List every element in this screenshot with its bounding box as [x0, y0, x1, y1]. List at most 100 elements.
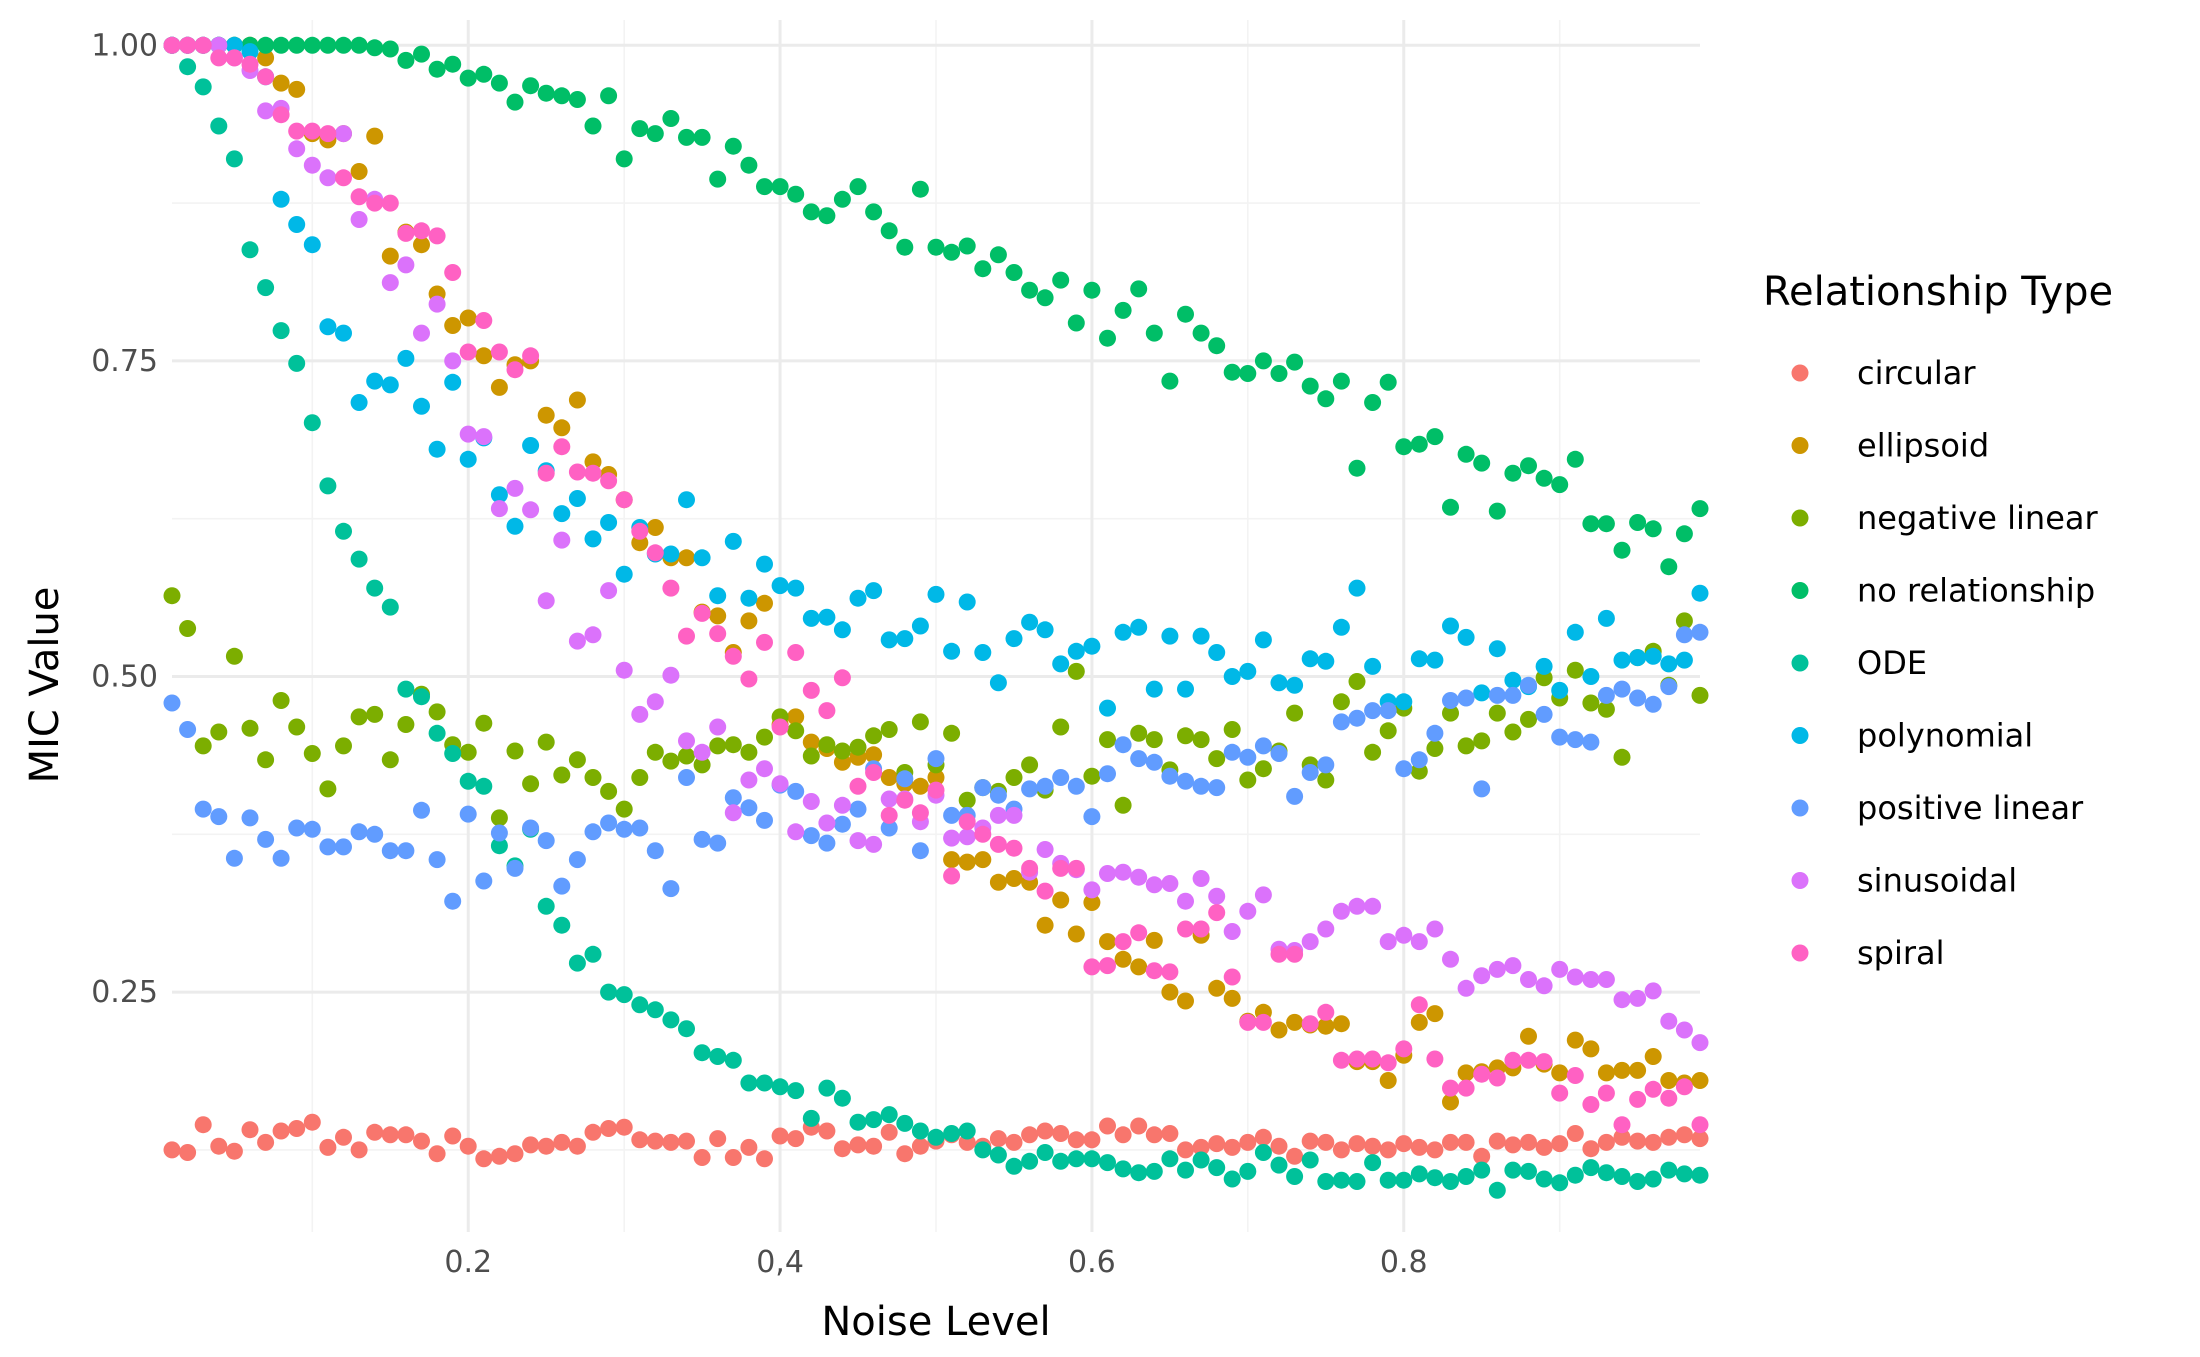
data-point	[1442, 1133, 1459, 1151]
data-point	[444, 373, 462, 391]
data-point	[631, 522, 649, 540]
data-point	[475, 312, 493, 329]
data-point	[1130, 724, 1148, 742]
data-point	[1223, 668, 1241, 685]
data-point	[818, 736, 836, 754]
data-point	[724, 804, 742, 822]
legend-key	[1791, 437, 1809, 454]
data-point	[1488, 640, 1506, 658]
data-point	[1457, 1064, 1475, 1082]
data-point	[678, 1132, 695, 1150]
data-point	[943, 642, 961, 660]
data-point	[335, 125, 352, 143]
data-point	[444, 264, 462, 281]
data-point	[1473, 1161, 1491, 1179]
data-point	[1161, 1150, 1179, 1168]
data-point	[335, 522, 352, 540]
data-point	[787, 823, 805, 841]
data-point	[1099, 1154, 1116, 1172]
data-point	[818, 608, 836, 626]
data-point	[459, 1137, 477, 1155]
data-point	[1691, 623, 1709, 641]
data-point	[756, 1074, 773, 1092]
data-point	[1395, 760, 1413, 778]
data-point	[335, 838, 352, 856]
data-point	[1239, 771, 1257, 789]
data-point	[350, 36, 368, 54]
data-point	[802, 827, 820, 845]
data-point	[1177, 772, 1194, 790]
data-point	[833, 621, 851, 639]
data-point	[740, 1074, 758, 1092]
data-point	[1395, 1135, 1413, 1153]
data-point	[1052, 718, 1070, 736]
data-point	[1410, 751, 1428, 769]
data-point	[1067, 314, 1085, 332]
data-point	[865, 727, 883, 745]
data-point	[1317, 920, 1335, 938]
data-point	[584, 1123, 602, 1141]
data-point	[1130, 868, 1148, 886]
data-point	[927, 750, 945, 768]
data-point	[911, 617, 929, 635]
data-point	[506, 93, 524, 111]
data-point	[693, 830, 711, 848]
data-point	[880, 1123, 898, 1141]
data-point	[1145, 680, 1163, 698]
data-point	[1067, 1150, 1085, 1168]
data-point	[568, 954, 586, 972]
data-point	[1613, 1116, 1631, 1134]
data-point	[974, 851, 992, 869]
data-point	[1114, 863, 1132, 881]
data-point	[1520, 1133, 1537, 1151]
data-point	[943, 829, 961, 847]
data-point	[444, 55, 462, 73]
data-point	[1442, 704, 1459, 722]
data-point	[1473, 732, 1491, 750]
data-point	[413, 222, 430, 240]
data-point	[1270, 945, 1288, 963]
data-point	[927, 585, 945, 603]
data-point	[1660, 1161, 1678, 1179]
data-point	[927, 769, 945, 786]
data-point	[303, 236, 321, 254]
data-point	[1021, 281, 1039, 299]
data-point	[1130, 958, 1148, 976]
data-point	[1254, 1013, 1272, 1031]
data-point	[1410, 933, 1428, 951]
data-point	[1286, 1013, 1304, 1031]
data-point	[1691, 1116, 1709, 1134]
data-point	[1317, 390, 1335, 408]
data-point	[1597, 686, 1615, 704]
data-point	[163, 1141, 181, 1159]
legend-key	[1791, 727, 1809, 744]
data-point	[709, 625, 727, 643]
data-point	[943, 1125, 961, 1142]
data-point	[1239, 365, 1257, 382]
data-point	[974, 825, 992, 843]
y-tick-label: 0.75	[91, 344, 158, 379]
data-point	[631, 819, 649, 837]
data-point	[1675, 1165, 1693, 1183]
data-point	[1488, 1069, 1506, 1087]
data-point	[506, 361, 524, 379]
data-point	[880, 790, 898, 808]
legend-label: circular	[1857, 354, 1976, 392]
data-point	[1442, 617, 1459, 635]
data-point	[553, 505, 571, 523]
data-point	[1660, 1089, 1678, 1107]
data-point	[1348, 1050, 1366, 1068]
data-point	[662, 1011, 680, 1029]
data-point	[1644, 1080, 1662, 1098]
data-point	[1426, 651, 1444, 669]
data-point	[459, 450, 477, 468]
legend-key	[1791, 654, 1809, 672]
legend-title: Relationship Type	[1763, 269, 2113, 315]
data-point	[1660, 1012, 1678, 1030]
data-point	[1286, 353, 1304, 371]
data-point	[584, 117, 602, 135]
data-point	[662, 752, 680, 770]
data-point	[678, 769, 695, 786]
data-point	[1192, 627, 1210, 645]
data-point	[1582, 694, 1600, 712]
